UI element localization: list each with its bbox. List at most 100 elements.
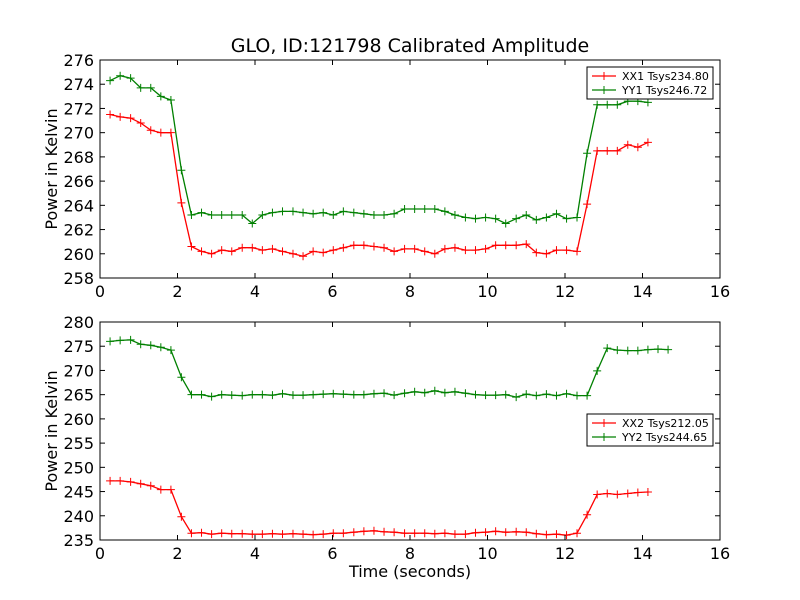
data-point: [156, 92, 165, 101]
data-point: [593, 146, 602, 155]
data-point: [410, 244, 419, 253]
data-point: [542, 213, 551, 222]
legend-item: YY2 Tsys244.65: [592, 431, 707, 444]
data-point: [450, 387, 459, 396]
data-point: [633, 488, 642, 497]
data-point: [512, 241, 521, 250]
data-point: [106, 110, 115, 119]
data-point: [613, 146, 622, 155]
data-point: [380, 243, 389, 252]
data-point: [643, 345, 652, 354]
data-point: [197, 247, 206, 256]
data-point: [461, 213, 470, 222]
x-tick-label: 6: [327, 544, 337, 563]
data-point: [593, 366, 602, 375]
data-point: [552, 391, 561, 400]
data-point: [440, 529, 449, 538]
data-point: [542, 530, 551, 539]
data-point: [512, 527, 521, 536]
data-point: [126, 477, 135, 486]
data-point: [400, 204, 409, 213]
data-point: [349, 528, 358, 537]
data-point: [501, 528, 510, 537]
data-point: [410, 387, 419, 396]
y-axis-label: Power in Kelvin: [42, 108, 61, 229]
data-point: [613, 346, 622, 355]
data-point: [501, 241, 510, 250]
data-point: [177, 198, 186, 207]
data-point: [359, 390, 368, 399]
data-point: [522, 390, 531, 399]
y-tick-label: 275: [63, 337, 94, 356]
data-point: [268, 208, 277, 217]
plot-area: [106, 71, 652, 261]
data-point: [522, 240, 531, 249]
data-point: [166, 95, 175, 104]
y-tick-label: 272: [63, 99, 94, 118]
data-point: [573, 529, 582, 538]
data-point: [349, 241, 358, 250]
y-tick-label: 274: [63, 75, 94, 94]
data-point: [177, 166, 186, 175]
data-point: [430, 249, 439, 258]
data-point: [156, 128, 165, 137]
data-point: [278, 530, 287, 539]
data-point: [623, 346, 632, 355]
data-point: [369, 211, 378, 220]
y-tick-label: 280: [63, 313, 94, 332]
data-point: [329, 389, 338, 398]
data-point: [238, 243, 247, 252]
data-point: [359, 241, 368, 250]
data-point: [390, 247, 399, 256]
data-point: [369, 242, 378, 251]
data-point: [552, 246, 561, 255]
data-point: [187, 529, 196, 538]
data-point: [430, 529, 439, 538]
x-tick-label: 14: [632, 282, 652, 301]
x-tick-label: 2: [172, 282, 182, 301]
y-tick-label: 264: [63, 196, 94, 215]
data-point: [633, 143, 642, 152]
data-point: [420, 529, 429, 538]
data-point: [461, 530, 470, 539]
data-point: [146, 341, 155, 350]
data-point: [136, 479, 145, 488]
data-point: [420, 204, 429, 213]
legend-label: XX1 Tsys234.80: [622, 70, 709, 83]
data-point: [562, 214, 571, 223]
x-tick-label: 8: [405, 282, 415, 301]
data-point: [248, 219, 257, 228]
data-point: [156, 485, 165, 494]
data-point: [258, 390, 267, 399]
data-point: [248, 390, 257, 399]
y-axis-label: Power in Kelvin: [42, 370, 61, 491]
data-point: [583, 510, 592, 519]
data-point: [583, 391, 592, 400]
legend-marker: [600, 86, 608, 94]
series-2: [106, 335, 673, 402]
data-point: [643, 98, 652, 107]
legend-marker: [600, 72, 608, 80]
data-point: [603, 146, 612, 155]
data-point: [248, 243, 257, 252]
data-point: [116, 112, 125, 121]
data-point: [440, 244, 449, 253]
data-point: [491, 527, 500, 536]
data-point: [207, 530, 216, 539]
y-tick-label: 260: [63, 245, 94, 264]
data-point: [471, 390, 480, 399]
data-point: [227, 391, 236, 400]
data-point: [491, 241, 500, 250]
data-point: [532, 215, 541, 224]
data-point: [593, 490, 602, 499]
data-point: [136, 340, 145, 349]
data-point: [207, 249, 216, 258]
data-point: [390, 209, 399, 218]
legend-label: XX2 Tsys212.05: [622, 417, 709, 430]
legend-label: YY2 Tsys244.65: [621, 431, 707, 444]
x-tick-label: 12: [555, 544, 575, 563]
data-point: [217, 246, 226, 255]
data-point: [573, 247, 582, 256]
